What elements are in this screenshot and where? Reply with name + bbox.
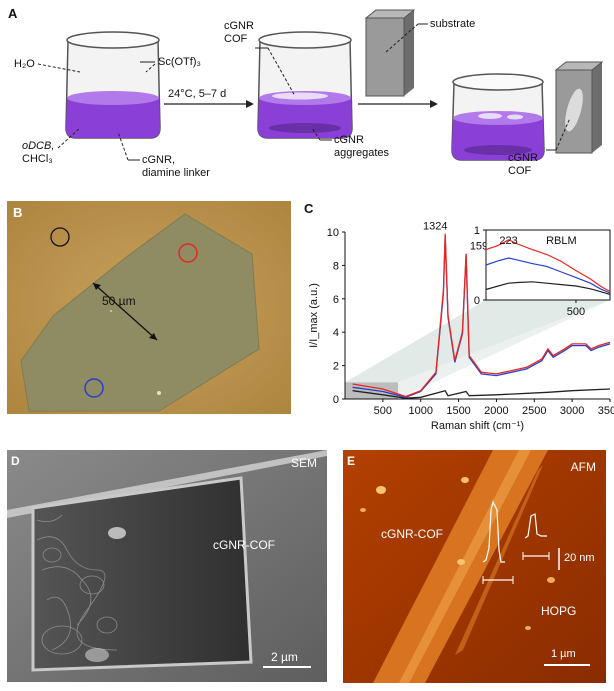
x-tick-label: 500: [374, 405, 392, 417]
sem-mode-label: SEM: [290, 456, 317, 470]
scotf-label: Sc(OTf)₃: [158, 56, 201, 68]
solvent-label-2: CHCl₃: [22, 153, 53, 165]
crack-network: [36, 514, 118, 655]
afm-height-scale-label: 20 nm: [564, 552, 595, 564]
x-axis-label: Raman shift (cm⁻¹): [431, 420, 524, 432]
panel-b-scale-label: 50 µm: [102, 294, 136, 308]
panel-d-sem-image: D SEM cGNR-COF 2 µm: [7, 450, 327, 682]
cof-top-label-2: COF: [224, 33, 248, 45]
beaker-1: [65, 31, 161, 139]
blue-marker-circle: [84, 378, 104, 398]
panel-d-label: D: [11, 454, 20, 468]
solvent-label-1: oDCB,: [22, 140, 54, 152]
afm-mode-label: AFM: [570, 460, 596, 474]
inset-rblm-label: RBLM: [546, 235, 577, 247]
cgnr-cof-flake: [20, 213, 260, 412]
sem-scale-label: 2 µm: [271, 650, 298, 664]
aggregates-label-2: aggregates: [334, 147, 390, 159]
transfer-arrow: [358, 100, 438, 108]
y-tick-label: 4: [333, 327, 339, 339]
h2o-label: H₂O: [14, 58, 35, 70]
cof-right-label-1: cGNR: [508, 152, 538, 164]
aggregates-label-1: cGNR: [334, 134, 364, 146]
red-marker-circle: [178, 243, 198, 263]
peak-label-1324: 1324: [423, 221, 447, 233]
inset-y-tick-label: 0: [474, 295, 480, 307]
y-tick-label: 6: [333, 294, 339, 306]
panel-a-label: A: [8, 6, 18, 21]
series-line-blue: [352, 236, 611, 398]
panel-b-overlay: [7, 201, 291, 414]
x-tick-label: 2000: [484, 405, 508, 417]
cgnr-linker-label-1: cGNR,: [142, 154, 175, 166]
reaction-arrow: [164, 100, 254, 108]
beaker-3: [451, 73, 545, 161]
x-tick-label: 3000: [560, 405, 584, 417]
substrate-slab-2: [554, 61, 604, 154]
beaker-2: [257, 31, 353, 139]
inset-y-tick-label: 1: [474, 225, 480, 237]
cof-right-label-2: COF: [508, 165, 532, 177]
height-profile-2: [524, 513, 547, 539]
x-tick-label: 1500: [446, 405, 470, 417]
panel-a-schematic: [37, 9, 604, 161]
y-tick-label: 8: [333, 260, 339, 272]
y-axis-label: I/I_max (a.u.): [308, 283, 320, 348]
conditions-label: 24°C, 5–7 d: [168, 88, 227, 100]
afm-substrate-label: HOPG: [541, 604, 577, 618]
x-tick-label: 2500: [522, 405, 546, 417]
panel-e-afm-drawing: [343, 450, 606, 683]
inset-peak-label-223: 223: [499, 235, 517, 247]
y-tick-label: 2: [333, 361, 339, 373]
height-profile-1: [482, 500, 505, 563]
afm-scale-label: 1 µm: [551, 648, 576, 660]
x-tick-label: 3500: [598, 405, 614, 417]
inset-series-line-black: [485, 281, 611, 295]
leader-lines: [37, 23, 571, 161]
y-tick-label: 10: [327, 227, 339, 239]
sem-sample-label: cGNR-COF: [213, 538, 275, 552]
inset-x-tick-label: 500: [567, 306, 585, 318]
cof-film-region: [31, 476, 253, 672]
panel-d-sem-drawing: [7, 450, 327, 682]
scale-arrow: [92, 282, 158, 341]
panel-c-label: C: [304, 201, 314, 216]
afm-sample-label: cGNR-COF: [381, 527, 443, 541]
series-line-red: [352, 233, 611, 398]
substrate-label: substrate: [430, 18, 476, 30]
panel-e-afm-image: E AFM cGNR-COF 20 nm HOPG 1 µm: [343, 450, 606, 683]
y-tick-label: 0: [333, 394, 339, 406]
solvent-label-1-text: oDCB,: [22, 140, 55, 152]
raman-chart: 0246810500100015002000250030003500Raman …: [308, 221, 614, 432]
cof-top-label-1: cGNR: [224, 20, 254, 32]
panel-e-label: E: [347, 454, 356, 468]
panel-b-optical-image: B 50 µm: [7, 201, 291, 414]
cgnr-linker-label-2: diamine linker: [142, 167, 210, 179]
black-marker-circle: [50, 227, 70, 247]
series-line-black: [352, 388, 611, 399]
panel-b-label: B: [13, 205, 23, 220]
substrate-slab-1: [364, 9, 416, 97]
inset-series-line-blue: [485, 257, 611, 294]
inset-series-line-red: [485, 239, 611, 293]
x-tick-label: 1000: [408, 405, 432, 417]
zoom-shading: [345, 300, 610, 383]
